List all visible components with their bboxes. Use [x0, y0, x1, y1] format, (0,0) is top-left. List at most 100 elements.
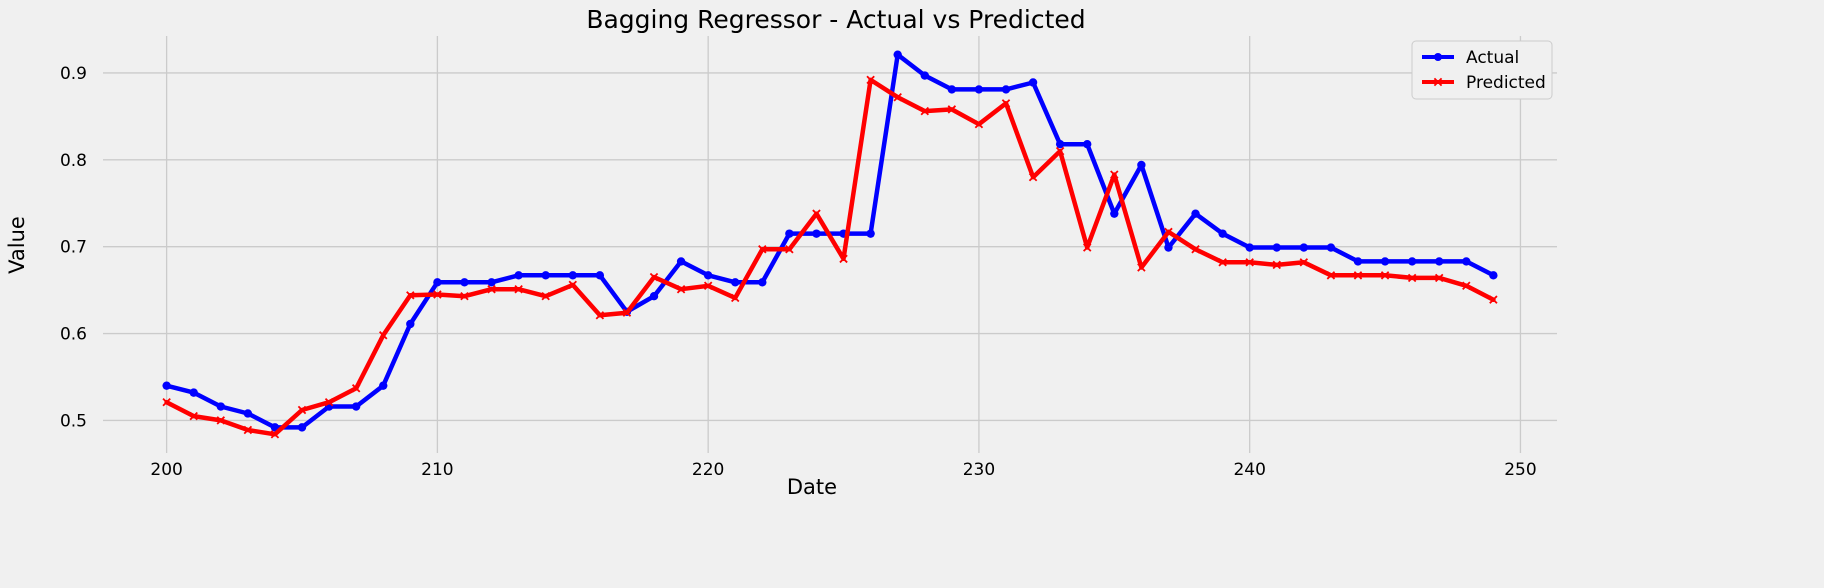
actual-point — [1380, 257, 1390, 266]
predicted-point — [297, 405, 307, 415]
predicted-point — [541, 291, 550, 301]
predicted-point — [758, 245, 767, 254]
actual-point — [947, 85, 957, 94]
y-tick-label: 0.5 — [60, 411, 87, 431]
y-tick-label: 0.8 — [60, 151, 87, 171]
actual-point — [297, 423, 307, 432]
actual-point — [731, 278, 740, 287]
predicted-point — [568, 280, 578, 290]
actual-point — [1001, 85, 1011, 94]
actual-point — [893, 50, 902, 59]
actual-point — [703, 271, 713, 280]
series-lines — [162, 50, 1498, 439]
y-tick-label: 0.9 — [60, 64, 87, 84]
actual-point — [216, 402, 225, 411]
predicted-point — [947, 105, 957, 114]
predicted-point — [1489, 295, 1498, 304]
x-tick-label: 240 — [1233, 460, 1265, 480]
actual-point — [1164, 243, 1173, 252]
x-axis-ticks: 200 210 220 230 240 250 — [150, 460, 1536, 480]
predicted-point — [703, 281, 713, 291]
predicted-point — [1326, 271, 1336, 280]
predicted-series-line — [164, 77, 1496, 437]
predicted-point — [866, 75, 875, 85]
predicted-point — [1191, 245, 1200, 254]
predicted-point — [460, 291, 469, 301]
actual-point — [1326, 243, 1336, 252]
predicted-point — [1434, 273, 1444, 283]
predicted-point — [812, 209, 821, 218]
actual-point — [866, 229, 875, 238]
actual-point — [487, 278, 496, 287]
predicted-point — [1462, 281, 1471, 291]
actual-point — [1083, 139, 1092, 149]
actual-point — [460, 278, 469, 287]
x-tick-label: 230 — [963, 460, 995, 480]
actual-point — [433, 278, 442, 287]
actual-point — [1028, 78, 1038, 87]
predicted-point — [974, 119, 984, 129]
x-tick-label: 200 — [150, 460, 182, 480]
predicted-point — [216, 416, 226, 425]
predicted-point — [433, 290, 442, 299]
predicted-point — [920, 106, 930, 116]
actual-point — [1435, 257, 1444, 266]
actual-point — [1055, 139, 1065, 149]
actual-point — [406, 319, 415, 329]
actual-point — [162, 381, 171, 390]
actual-point — [676, 257, 686, 266]
predicted-point — [270, 430, 280, 439]
x-tick-label: 250 — [1504, 460, 1536, 480]
actual-point — [379, 381, 388, 390]
grid-lines — [103, 36, 1557, 453]
predicted-point — [324, 397, 334, 407]
predicted-point — [676, 285, 686, 294]
actual-point — [189, 388, 198, 397]
actual-point — [351, 402, 361, 411]
y-axis-label: Value — [5, 216, 29, 274]
predicted-point — [785, 245, 794, 254]
legend-actual-marker — [1434, 53, 1442, 61]
y-axis-ticks: 0.5 0.6 0.7 0.8 0.9 — [60, 64, 87, 432]
actual-point — [1299, 243, 1309, 252]
actual-point — [649, 291, 659, 301]
predicted-point — [1164, 227, 1173, 237]
legend: Actual Predicted — [1411, 40, 1553, 100]
y-tick-label: 0.7 — [60, 238, 87, 258]
predicted-point — [730, 293, 740, 303]
actual-point — [1489, 271, 1498, 280]
x-axis-label: Date — [787, 475, 837, 499]
predicted-point — [622, 308, 632, 317]
predicted-point — [189, 411, 198, 421]
x-tick-label: 220 — [692, 460, 724, 480]
legend-predicted-marker — [1433, 77, 1443, 87]
x-tick-label: 210 — [421, 460, 453, 480]
predicted-point — [1299, 258, 1309, 267]
actual-point — [243, 409, 253, 418]
actual-point — [1462, 257, 1471, 266]
actual-point — [1191, 209, 1200, 218]
predicted-point — [649, 272, 659, 282]
actual-point — [595, 271, 605, 280]
predicted-point — [1353, 271, 1363, 280]
predicted-point — [1272, 260, 1281, 270]
actual-point — [1218, 229, 1227, 238]
predicted-point — [1245, 258, 1254, 267]
predicted-point — [1407, 273, 1417, 283]
actual-point — [514, 271, 523, 280]
predicted-point — [1218, 258, 1227, 267]
actual-point — [1407, 257, 1417, 266]
actual-point — [541, 271, 550, 280]
plot-area — [103, 36, 1557, 453]
actual-point — [1353, 257, 1363, 266]
predicted-point — [595, 311, 605, 320]
predicted-point — [351, 384, 361, 393]
actual-point — [920, 71, 929, 80]
predicted-point — [487, 285, 496, 294]
predicted-point — [1028, 172, 1038, 182]
actual-point — [1245, 243, 1254, 252]
predicted-point — [893, 93, 902, 102]
predicted-point — [406, 291, 415, 300]
predicted-point — [379, 331, 388, 340]
